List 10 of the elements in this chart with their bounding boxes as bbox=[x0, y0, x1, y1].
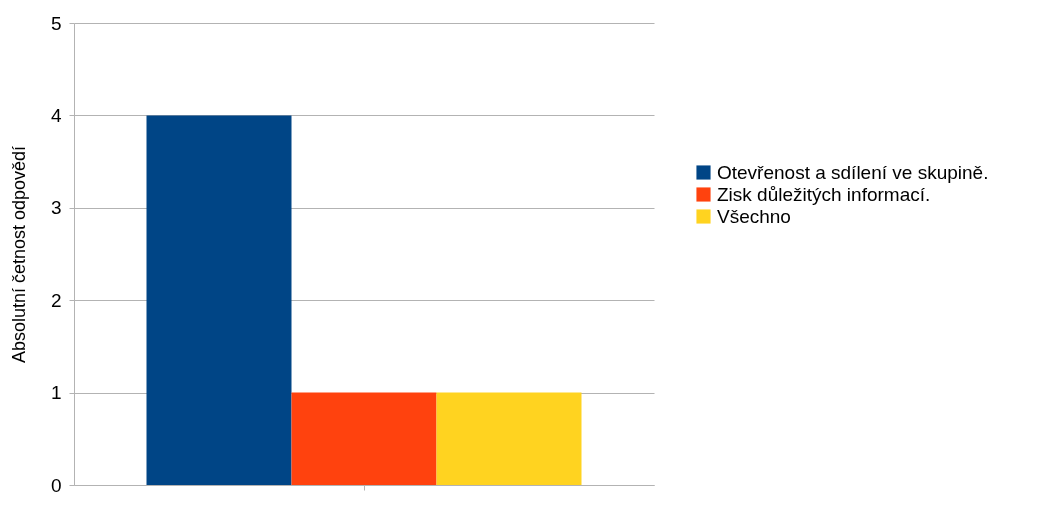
legend-label: Všechno bbox=[717, 205, 791, 227]
y-tick-label: 0 bbox=[50, 474, 62, 496]
legend-label: Zisk důležitých informací. bbox=[717, 183, 931, 205]
y-tick-label: 2 bbox=[50, 289, 62, 311]
y-tick-label: 1 bbox=[50, 382, 62, 404]
y-tick-label: 3 bbox=[50, 197, 62, 219]
y-axis-title: Absolutní četnost odpovědí bbox=[8, 145, 29, 364]
y-tick-label: 4 bbox=[50, 104, 62, 126]
y-tick-label: 5 bbox=[50, 12, 62, 34]
legend-label: Otevřenost a sdílení ve skupině. bbox=[717, 161, 989, 183]
